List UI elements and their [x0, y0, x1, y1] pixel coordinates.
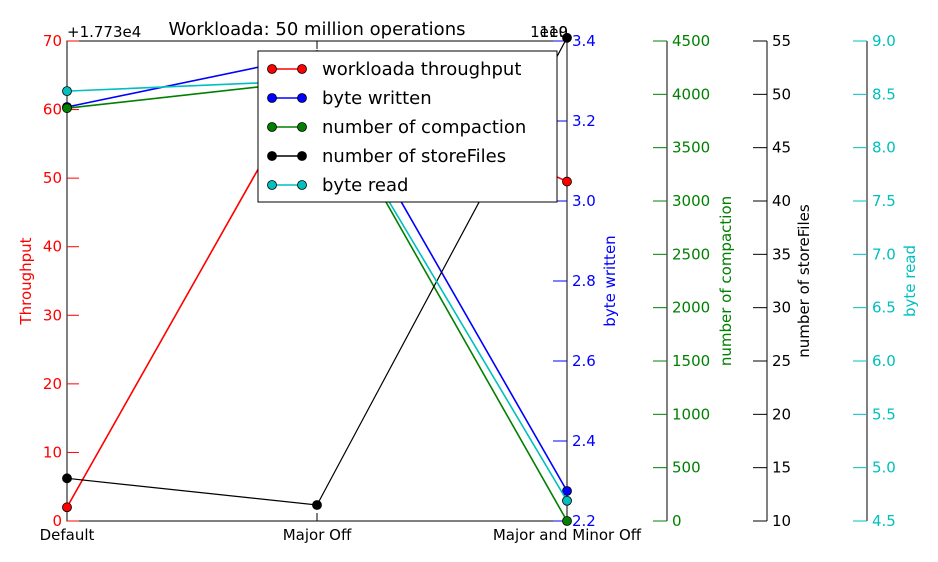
legend-item: number of compaction: [267, 117, 526, 138]
y-tick-label: 3.0: [572, 192, 596, 210]
legend-label: number of storeFiles: [322, 146, 506, 167]
y-tick-label: 6.0: [872, 352, 896, 370]
data-point: [62, 502, 72, 513]
data-point: [562, 486, 572, 496]
legend-marker: [297, 151, 307, 161]
x-tick-label: Major Off: [283, 526, 352, 544]
legend-label: workloada throughput: [322, 59, 521, 80]
y-tick-label: 70: [43, 32, 62, 50]
x-tick-label: Default: [40, 526, 95, 544]
y-tick-label: 50: [43, 169, 62, 187]
y-tick-label: 0: [672, 512, 682, 530]
y-tick-label: 10: [43, 443, 62, 461]
y-tick-label: 10: [772, 512, 791, 530]
y-tick-label: 9.0: [872, 32, 896, 50]
axis-label-storefiles: number of storeFiles: [795, 204, 813, 358]
data-point: [62, 473, 72, 484]
axis-label-byte_written: byte written: [601, 235, 619, 326]
data-point: [562, 516, 572, 526]
y-tick-label: 8.5: [872, 85, 896, 103]
legend-item: number of storeFiles: [267, 146, 506, 167]
axes: Default Major Off Major and Minor Off 0 10 20…: [17, 23, 919, 544]
x-tick-label: Major and Minor Off: [493, 526, 642, 544]
y-tick-label: 35: [772, 245, 791, 263]
legend-box: [257, 50, 558, 203]
axis-offset-throughput: +1.773e4: [67, 23, 141, 41]
y-tick-label: 3500: [672, 139, 710, 157]
y-tick-label: 55: [772, 32, 791, 50]
legend-label: byte written: [322, 88, 432, 109]
y-tick-label: 2.6: [572, 352, 596, 370]
legend: workloada throughput byte written number o…: [257, 50, 558, 203]
legend-marker: [267, 151, 277, 161]
y-tick-label: 6.5: [872, 299, 896, 317]
y-tick-label: 4500: [672, 32, 710, 50]
y-tick-label: 20: [43, 375, 62, 393]
y-tick-label: 2000: [672, 299, 710, 317]
axis-compaction: 0 500 1000 1500 2000 2500 3000 3500 4000 4500: [653, 32, 710, 530]
axis-label-compaction: number of compaction: [717, 196, 735, 366]
y-tick-label: 45: [772, 139, 791, 157]
legend-marker: [297, 180, 307, 190]
y-tick-label: 5.0: [872, 459, 896, 477]
data-point: [562, 495, 572, 506]
y-tick-label: 15: [772, 459, 791, 477]
legend-marker: [267, 122, 277, 132]
y-tick-label: 2.8: [572, 272, 596, 290]
legend-label: byte read: [322, 175, 408, 196]
y-tick-label: 500: [672, 459, 701, 477]
y-tick-label: 2.2: [572, 512, 596, 530]
axis-storefiles: 10 15 20 25 30 35 40 45 50 55: [753, 32, 791, 530]
axis-label-byte_read: byte read: [901, 245, 919, 317]
y-tick-label: 3.4: [572, 32, 596, 50]
y-tick-label: 3000: [672, 192, 710, 210]
legend-marker: [267, 180, 277, 190]
legend-label: number of compaction: [322, 117, 526, 138]
y-tick-label: 30: [772, 299, 791, 317]
y-tick-label: 3.2: [572, 112, 596, 130]
y-tick-label: 2500: [672, 245, 710, 263]
legend-item: byte read: [267, 175, 408, 196]
y-tick-label: 1000: [672, 405, 710, 423]
y-tick-label: 1500: [672, 352, 710, 370]
y-tick-label: 0: [52, 512, 62, 530]
y-tick-label: 25: [772, 352, 791, 370]
y-tick-label: 8.0: [872, 139, 896, 157]
axis-throughput: 0 10 20 30 40 50 60 70: [43, 32, 79, 530]
y-tick-label: 40: [43, 238, 62, 256]
legend-marker: [297, 122, 307, 132]
y-tick-label: 60: [43, 101, 62, 119]
y-tick-label: 4000: [672, 85, 710, 103]
legend-marker: [297, 93, 307, 103]
y-tick-label: 30: [43, 306, 62, 324]
chart-title: Workloada: 50 million operations: [169, 19, 466, 40]
axis-offset-byte_read: 1e9: [540, 23, 568, 41]
legend-marker: [267, 93, 277, 103]
data-point: [62, 86, 72, 97]
axis-byte_written: 2.2 2.4 2.6 2.8 3.0 3.2 3.4: [553, 32, 596, 530]
axis-byte_read: 4.5 5.0 5.5 6.0 6.5 7.0 7.5 8.0 8.5 9.0: [853, 32, 896, 530]
data-point: [312, 500, 322, 510]
y-tick-label: 40: [772, 192, 791, 210]
legend-item: workloada throughput: [267, 59, 521, 80]
data-point: [562, 32, 572, 43]
data-point: [62, 103, 72, 114]
legend-marker: [297, 64, 307, 74]
y-tick-label: 50: [772, 85, 791, 103]
legend-marker: [267, 64, 277, 74]
axis-label-throughput: Throughput: [17, 237, 35, 325]
y-tick-label: 2.4: [572, 432, 596, 450]
y-tick-label: 5.5: [872, 405, 896, 423]
axis-offset-byte_written: 1e10: [530, 23, 568, 41]
y-tick-label: 7.5: [872, 192, 896, 210]
data-point: [562, 176, 572, 187]
legend-item: byte written: [267, 88, 432, 109]
y-tick-label: 4.5: [872, 512, 896, 530]
y-tick-label: 20: [772, 405, 791, 423]
y-tick-label: 7.0: [872, 245, 896, 263]
